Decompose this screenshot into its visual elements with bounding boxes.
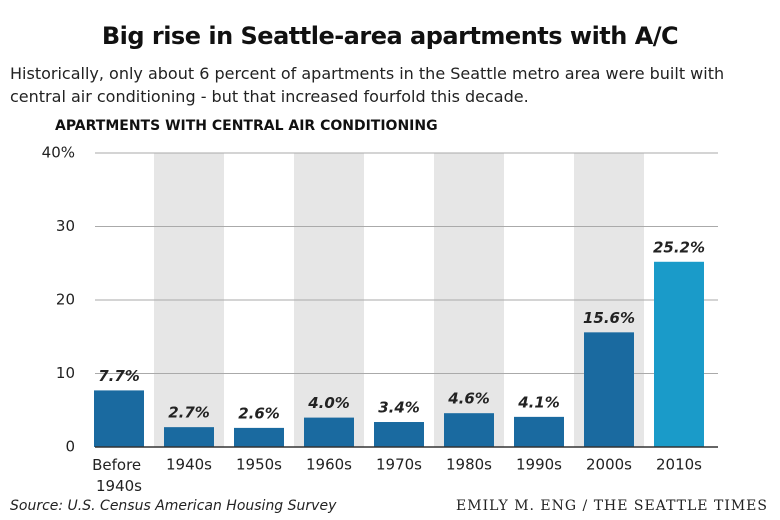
bar — [514, 416, 564, 447]
y-tick-label: 10 — [56, 364, 75, 382]
bar — [654, 261, 704, 447]
x-tick-label: 1960s — [306, 456, 352, 474]
x-tick-label: 1940s — [166, 456, 212, 474]
y-tick-label: 30 — [56, 217, 75, 235]
bar — [164, 427, 214, 447]
x-tick-label: 1970s — [376, 456, 422, 474]
value-label: 2.6% — [238, 404, 280, 422]
bar — [444, 413, 494, 447]
value-label: 4.0% — [307, 394, 350, 412]
value-label: 4.6% — [447, 390, 490, 408]
x-tick-label: 1990s — [516, 456, 562, 474]
x-tick-label: 2010s — [656, 456, 702, 474]
chart-title: Big rise in Seattle-area apartments with… — [101, 22, 679, 50]
value-label: 4.1% — [517, 393, 560, 411]
bar — [374, 422, 424, 447]
y-tick-label: 0 — [65, 438, 75, 456]
bar — [584, 332, 634, 447]
x-tick-label: 1980s — [446, 456, 492, 474]
x-tick-label: Before 1940s — [92, 456, 146, 495]
value-label: 7.7% — [98, 367, 140, 385]
bar — [304, 417, 354, 447]
bar — [234, 427, 284, 447]
x-tick-label: 2000s — [586, 456, 632, 474]
y-tick-label: 20 — [56, 291, 75, 309]
x-tick-label: 1950s — [236, 456, 282, 474]
chart-subtitle: Historically, only about 6 percent of ap… — [10, 64, 725, 106]
bar — [94, 390, 144, 447]
y-tick-label: 40% — [42, 144, 75, 162]
source: Source: U.S. Census American Housing Sur… — [10, 498, 337, 514]
value-label: 2.7% — [168, 404, 210, 422]
value-label: 25.2% — [653, 238, 705, 256]
value-label: 3.4% — [378, 399, 420, 417]
y-axis-label: APARTMENTS WITH CENTRAL AIR CONDITIONING — [55, 118, 438, 134]
credit: EMILY M. ENG / THE SEATTLE TIMES — [456, 498, 768, 514]
value-label: 15.6% — [583, 309, 635, 327]
